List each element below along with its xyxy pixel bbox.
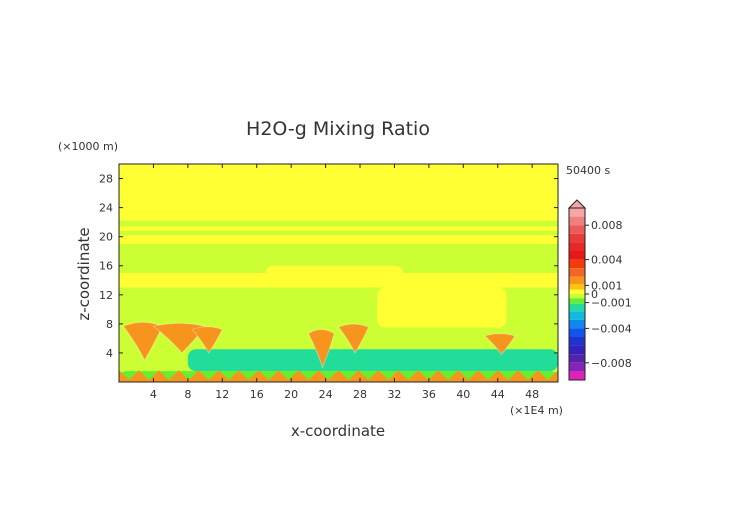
x-tick-label: 8	[184, 388, 191, 401]
x-tick-label: 32	[387, 388, 401, 401]
x-tick-label: 16	[250, 388, 264, 401]
colorbar-tick-label: −0.004	[591, 322, 632, 335]
x-tick-label: 44	[491, 388, 505, 401]
colorbar-swatch	[569, 289, 585, 294]
plume-14	[483, 333, 516, 356]
y-tick-label: 8	[106, 318, 113, 331]
colorbar-swatch	[569, 337, 585, 346]
colorbar-tick-label: −0.001	[591, 297, 632, 310]
y-unit-label: (×1000 m)	[58, 140, 118, 153]
colorbar-swatch	[569, 311, 585, 320]
colorbar-swatch	[569, 328, 585, 337]
plume-10	[152, 322, 206, 354]
colorbar-extend-arrow	[567, 199, 587, 209]
colorbar-tick-label: 0.008	[591, 219, 623, 232]
band-1	[119, 230, 558, 236]
colorbar-swatch	[569, 208, 585, 217]
y-tick-label: 28	[99, 173, 113, 186]
time-label: 50400 s	[566, 164, 610, 177]
colorbar-swatch	[569, 251, 585, 260]
y-tick-label: 16	[99, 260, 113, 273]
x-tick-label: 4	[150, 388, 157, 401]
colorbar-swatch	[569, 276, 585, 285]
plume-11	[191, 326, 223, 354]
y-tick-label: 24	[99, 202, 113, 215]
region-7	[187, 349, 558, 372]
colorbar-tick-label: 0.001	[591, 279, 623, 292]
colorbar-swatch	[569, 371, 585, 380]
plume-9	[122, 321, 163, 362]
plume-12	[307, 328, 335, 369]
colorbar-tick-label: 0.004	[591, 254, 623, 267]
colorbar-swatch	[569, 294, 585, 299]
x-tick-label: 36	[422, 388, 436, 401]
region-5	[377, 287, 507, 328]
colorbar-swatch	[569, 319, 585, 329]
colorbar-swatch	[569, 345, 585, 355]
colorbar-swatch	[569, 216, 585, 226]
colorbar-swatch	[569, 298, 585, 304]
x-tick-label: 24	[319, 388, 333, 401]
x-tick-label: 12	[215, 388, 229, 401]
plot-frame	[118, 163, 559, 383]
colorbar-swatch	[569, 362, 585, 372]
y-tick-label: 20	[99, 231, 113, 244]
colorbar-swatch	[569, 303, 585, 312]
x-tick-label: 28	[353, 388, 367, 401]
surface-layer	[119, 370, 558, 382]
colorbar-swatch	[569, 233, 585, 243]
y-axis-label: z-coordinate	[75, 227, 93, 320]
plume-13	[337, 323, 370, 354]
x-tick-label: 48	[525, 388, 539, 401]
colorbar-tick-label: 0	[591, 288, 598, 301]
chart-title: H2O-g Mixing Ratio	[246, 118, 430, 140]
y-tick-label: 4	[106, 347, 113, 360]
plot-area	[119, 164, 558, 382]
colorbar-swatch	[569, 259, 585, 269]
y-tick-label: 12	[99, 289, 113, 302]
band-2	[119, 220, 558, 227]
colorbar-swatch	[569, 268, 585, 277]
colorbar-swatch	[569, 225, 585, 234]
colorbar-tick-label: −0.008	[591, 357, 632, 370]
colorbar-swatch	[569, 242, 585, 251]
x-unit-label: (×1E4 m)	[510, 404, 563, 417]
y-axis: 4 8 12 16 20 24 28	[99, 173, 558, 360]
x-axis-label: x-coordinate	[291, 422, 385, 440]
x-tick-label: 40	[456, 388, 470, 401]
x-tick-label: 20	[284, 388, 298, 401]
colorbar-swatch	[569, 354, 585, 363]
x-axis: 4 8 12 16 20 24 28 32 36 40 44 48	[150, 164, 539, 401]
region-6	[265, 265, 404, 288]
colorbar-swatch	[569, 284, 585, 290]
